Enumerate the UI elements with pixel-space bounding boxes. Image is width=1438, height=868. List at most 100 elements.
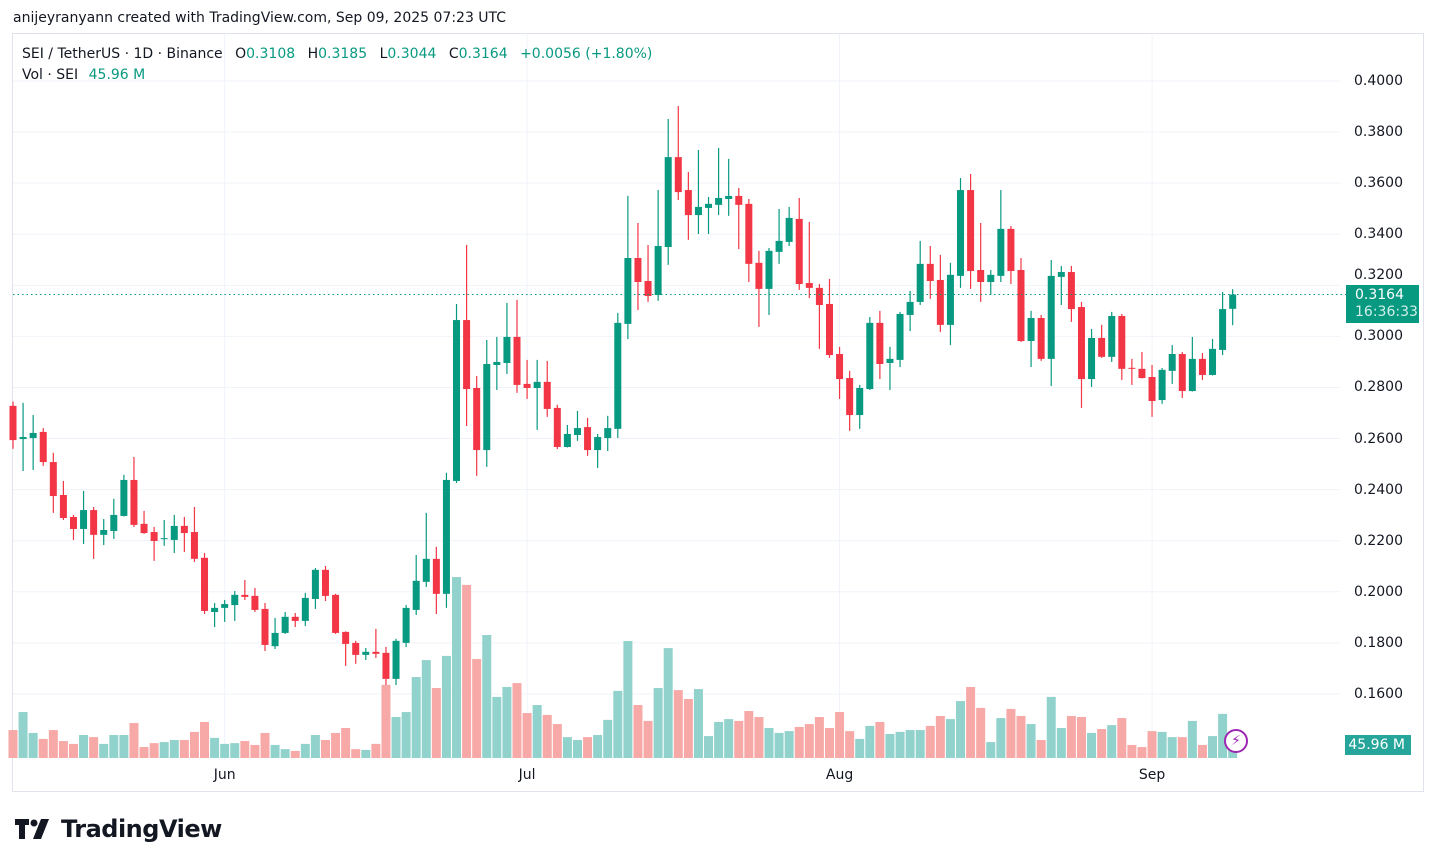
candle[interactable]: [846, 370, 854, 431]
candle[interactable]: [674, 106, 682, 201]
candle[interactable]: [1158, 368, 1166, 404]
candle[interactable]: [1128, 358, 1136, 385]
symbol-title[interactable]: SEI / TetherUS · 1D · Binance: [22, 46, 223, 62]
candle[interactable]: [422, 512, 430, 587]
candle[interactable]: [644, 244, 652, 302]
candle[interactable]: [1229, 289, 1237, 326]
candle[interactable]: [493, 336, 501, 391]
candle[interactable]: [735, 188, 743, 250]
candle[interactable]: [584, 417, 592, 456]
candle[interactable]: [936, 254, 944, 333]
candle[interactable]: [553, 404, 561, 450]
candle[interactable]: [876, 310, 884, 380]
candle[interactable]: [392, 638, 400, 686]
candle[interactable]: [442, 472, 450, 608]
candle[interactable]: [342, 631, 350, 666]
candle[interactable]: [291, 612, 299, 628]
lightning-bolt-icon[interactable]: ⚡: [1224, 729, 1248, 753]
candle[interactable]: [664, 119, 672, 265]
candle[interactable]: [533, 359, 541, 430]
candle[interactable]: [49, 452, 57, 513]
candle[interactable]: [1138, 351, 1146, 379]
candle[interactable]: [866, 316, 874, 391]
candle[interactable]: [150, 526, 158, 561]
candle[interactable]: [110, 498, 118, 539]
candle[interactable]: [352, 640, 360, 664]
candle[interactable]: [503, 302, 511, 374]
candle[interactable]: [201, 552, 209, 615]
candle[interactable]: [1219, 291, 1227, 356]
candle[interactable]: [1168, 345, 1176, 384]
volume-label[interactable]: Vol · SEI: [22, 67, 79, 83]
candle[interactable]: [997, 190, 1005, 282]
candle[interactable]: [795, 197, 803, 290]
candle[interactable]: [1027, 310, 1035, 368]
candle[interactable]: [301, 592, 309, 627]
candle[interactable]: [594, 433, 602, 468]
candle[interactable]: [765, 248, 773, 315]
candle[interactable]: [654, 190, 662, 301]
candle[interactable]: [362, 647, 370, 660]
candle[interactable]: [1209, 338, 1217, 376]
candle[interactable]: [190, 507, 198, 562]
candle[interactable]: [1088, 328, 1096, 387]
candle[interactable]: [896, 311, 904, 368]
candle[interactable]: [977, 223, 985, 302]
candle[interactable]: [523, 359, 531, 399]
candle[interactable]: [1148, 365, 1156, 417]
candle[interactable]: [624, 195, 632, 339]
candle[interactable]: [957, 178, 965, 288]
candle[interactable]: [775, 208, 783, 264]
candle[interactable]: [604, 415, 612, 452]
candle[interactable]: [402, 605, 410, 647]
candle[interactable]: [382, 646, 390, 686]
candle[interactable]: [9, 401, 17, 449]
candle[interactable]: [1118, 313, 1126, 381]
candle[interactable]: [836, 346, 844, 399]
candle[interactable]: [785, 206, 793, 246]
candle[interactable]: [684, 171, 692, 240]
candle[interactable]: [39, 428, 47, 466]
candle[interactable]: [614, 312, 622, 439]
candle[interactable]: [815, 284, 823, 349]
candle[interactable]: [805, 221, 813, 299]
candle[interactable]: [29, 415, 37, 470]
candle[interactable]: [1037, 314, 1045, 361]
candle[interactable]: [1178, 351, 1186, 398]
candle[interactable]: [483, 339, 491, 467]
candle[interactable]: [271, 617, 279, 650]
candle[interactable]: [160, 520, 168, 546]
candle[interactable]: [513, 299, 521, 393]
candle[interactable]: [1198, 353, 1206, 381]
candle[interactable]: [170, 514, 178, 553]
candle[interactable]: [1077, 301, 1085, 408]
candle[interactable]: [1017, 257, 1025, 343]
candle[interactable]: [130, 456, 138, 527]
candle[interactable]: [725, 158, 733, 216]
candle[interactable]: [463, 244, 471, 427]
candle[interactable]: [100, 519, 108, 546]
candle[interactable]: [906, 290, 914, 332]
candle[interactable]: [251, 587, 259, 612]
candle[interactable]: [120, 474, 128, 517]
candle[interactable]: [241, 580, 249, 600]
candle[interactable]: [432, 546, 440, 615]
candle[interactable]: [19, 402, 27, 471]
candle[interactable]: [231, 591, 239, 621]
candle[interactable]: [311, 568, 319, 609]
candle[interactable]: [825, 278, 833, 358]
candle[interactable]: [412, 555, 420, 616]
candle[interactable]: [69, 514, 77, 540]
candle[interactable]: [856, 384, 864, 429]
candle[interactable]: [1047, 260, 1055, 386]
candle[interactable]: [926, 245, 934, 299]
candle[interactable]: [705, 196, 713, 234]
candle[interactable]: [473, 375, 481, 476]
candle[interactable]: [1057, 265, 1065, 305]
tradingview-logo[interactable]: TradingView: [15, 815, 222, 843]
candle[interactable]: [261, 603, 269, 652]
candle[interactable]: [221, 599, 229, 622]
candle[interactable]: [80, 490, 88, 545]
candle[interactable]: [573, 410, 581, 441]
